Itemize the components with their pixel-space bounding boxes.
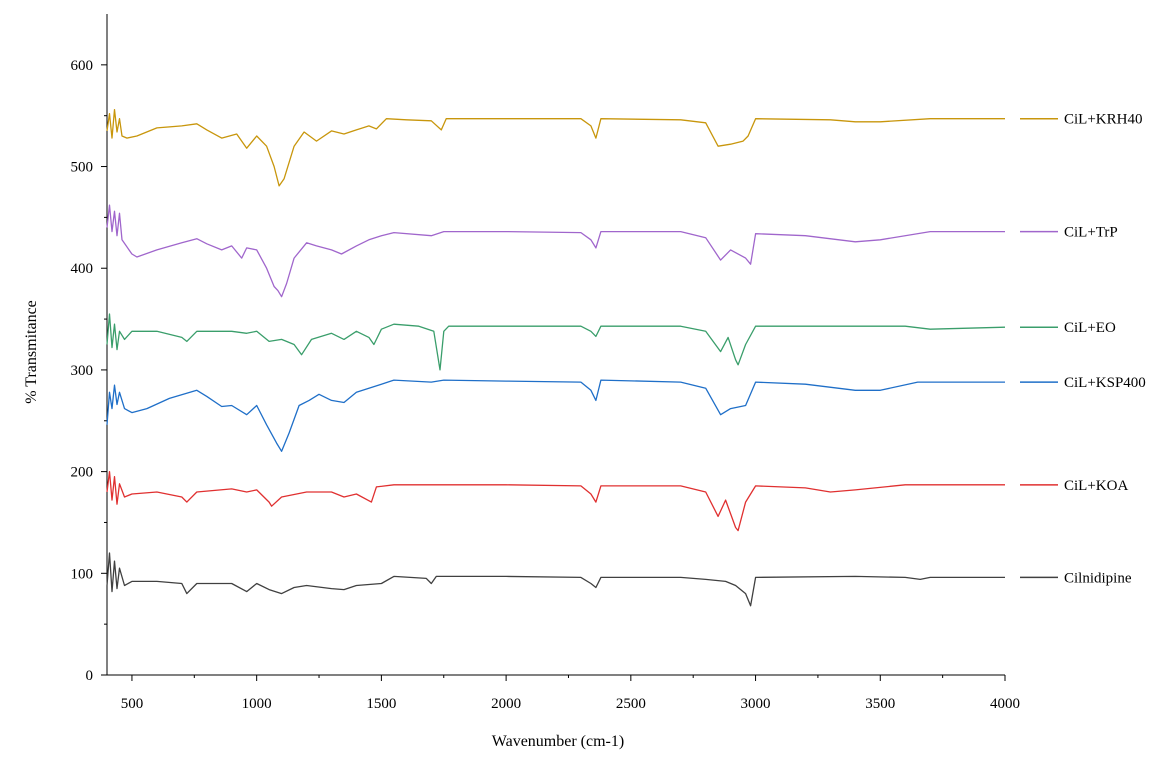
y-tick-label: 0 — [86, 668, 94, 684]
legend-label-3: CiL+KSP400 — [1064, 375, 1146, 391]
series-line-3 — [106, 379, 1005, 452]
y-tick-label: 300 — [71, 363, 94, 379]
x-tick-label: 4000 — [990, 696, 1020, 712]
x-axis-title: Wavenumber (cm-1) — [492, 733, 624, 750]
y-tick-label: 200 — [71, 465, 94, 481]
x-tick-label: 1000 — [242, 696, 272, 712]
series-line-0 — [106, 108, 1005, 187]
y-tick-label: 400 — [71, 261, 94, 277]
x-tick-label: 2500 — [616, 696, 646, 712]
y-tick-label: 100 — [71, 566, 94, 582]
y-tick-label: 500 — [71, 160, 94, 176]
series-line-4 — [106, 470, 1005, 532]
x-tick-label: 3000 — [741, 696, 771, 712]
series-group — [106, 108, 1006, 607]
legend-label-0: CiL+KRH40 — [1064, 112, 1142, 128]
legend-label-1: CiL+TrP — [1064, 225, 1118, 241]
x-tick-label: 1500 — [366, 696, 396, 712]
legend: CiL+KRH40 CiL+TrP CiL+EO CiL+KSP400 CiL+KOA C… — [1020, 112, 1146, 586]
y-tick-label: 600 — [71, 58, 94, 74]
series-line-5 — [106, 552, 1005, 607]
legend-label-2: CiL+EO — [1064, 320, 1116, 336]
x-tick-label: 500 — [121, 696, 144, 712]
axes: 0 100 200 300 400 500 600 500 1000 1500 2000 2500 30… — [71, 14, 1020, 712]
x-tick-label: 2000 — [491, 696, 521, 712]
x-tick-label: 3500 — [865, 696, 895, 712]
series-line-1 — [106, 204, 1005, 298]
y-axis-title: % Transmitance — [23, 300, 40, 404]
series-line-2 — [106, 313, 1006, 371]
legend-label-5: Cilnidipine — [1064, 570, 1132, 586]
legend-label-4: CiL+KOA — [1064, 478, 1128, 494]
